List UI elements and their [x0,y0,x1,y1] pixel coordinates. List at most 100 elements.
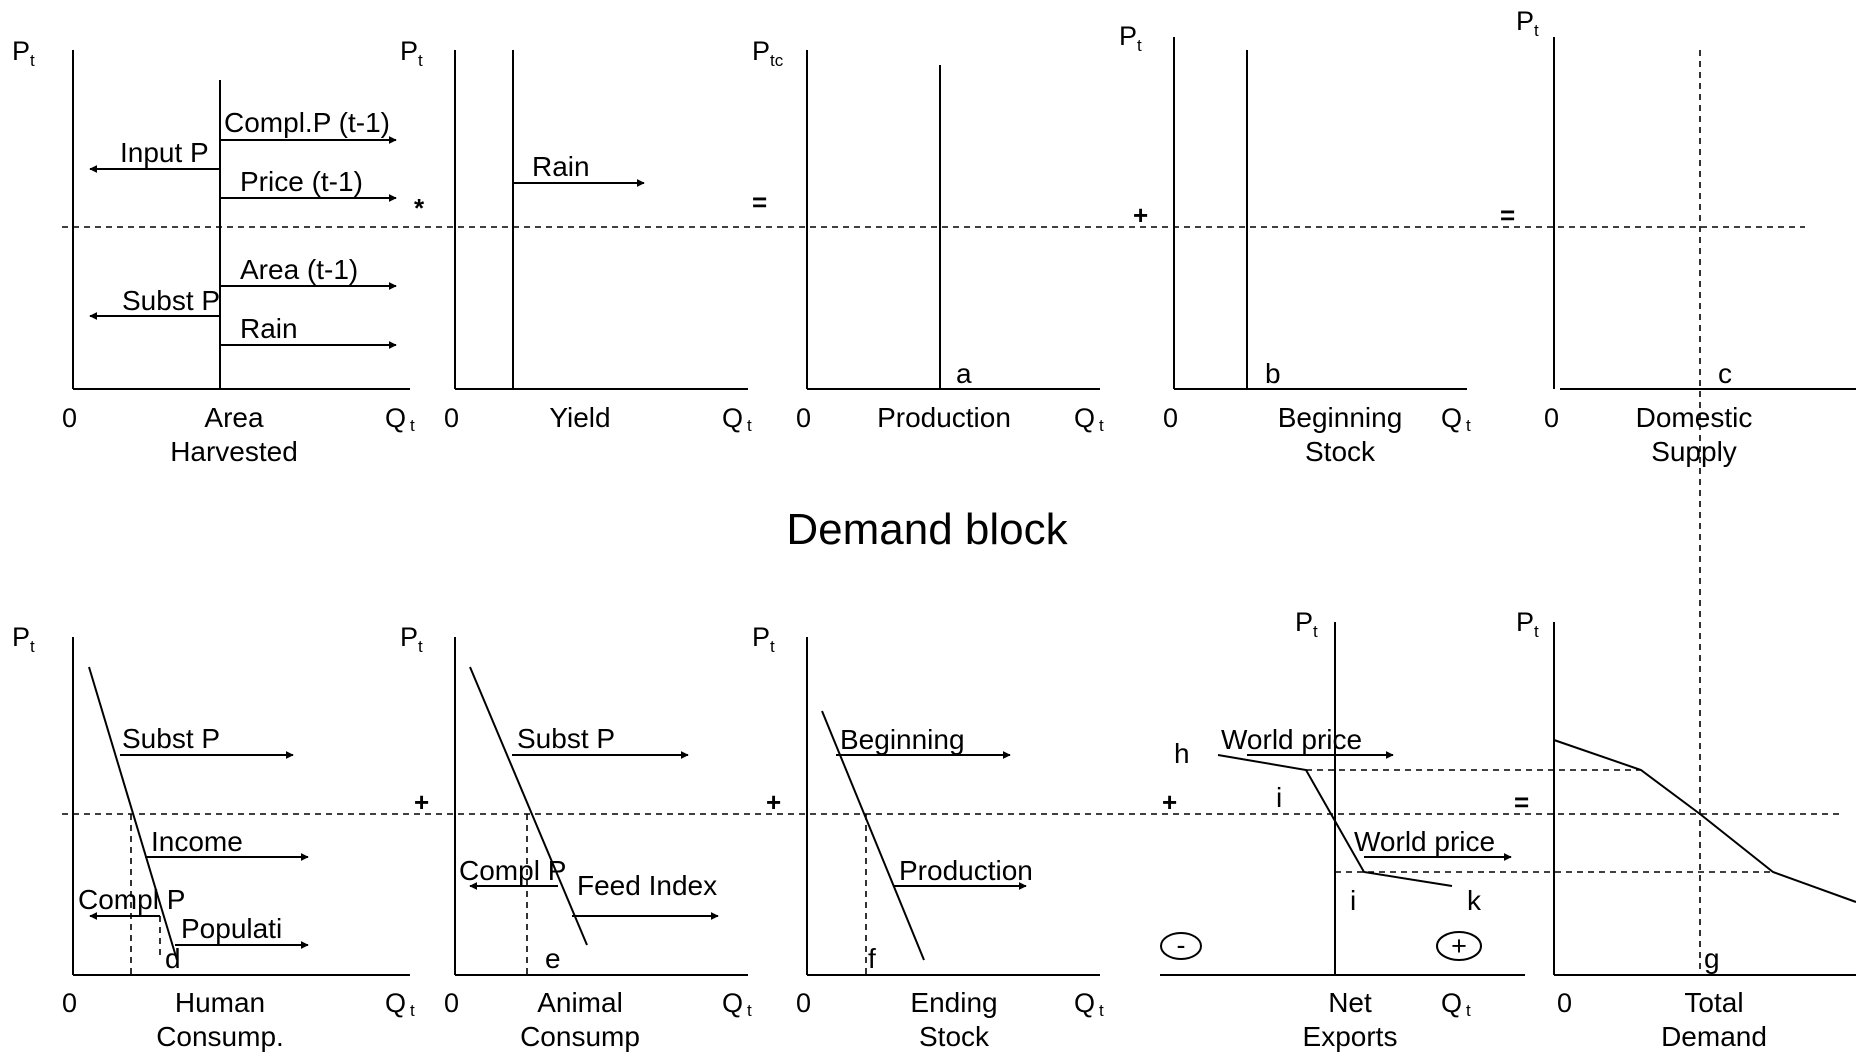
plus-circle [1436,931,1482,961]
human-demand-curve [88,666,178,961]
p-axis-label: Pt [12,36,35,70]
x-label-total: Total [1684,987,1743,1018]
rain-label: Rain [240,313,298,344]
x-label-exports: Exports [1303,1021,1398,1052]
p-axis-label: Pt [1295,607,1318,641]
point-g: g [1704,943,1720,974]
x-label-ending: Ending [910,987,997,1018]
point-a: a [956,358,972,389]
x-label-production: Production [877,402,1011,433]
origin-label: 0 [796,988,811,1018]
operator-times: * [414,193,425,223]
price-label: Price (t-1) [240,166,363,197]
panel-domestic-supply: Pt 0 Domestic Supply c [1516,6,1856,467]
area-label: Area (t-1) [240,254,358,285]
operator-equals: = [752,187,767,217]
feed-index-label: Feed Index [577,870,717,901]
origin-label: 0 [62,988,77,1018]
origin-label: 0 [796,403,811,433]
x-label-stock: Stock [1305,436,1376,467]
point-e: e [545,943,561,974]
point-c: c [1718,358,1732,389]
origin-label: 0 [444,403,459,433]
compl-p-label: Compl.P (t-1) [224,107,390,138]
point-i-upper: i [1276,782,1282,813]
compl-p-label: Compl P [459,855,566,886]
x-label-demand: Demand [1661,1021,1767,1052]
x-label-consump: Consump. [156,1021,284,1052]
point-d: d [165,943,181,974]
world-price-label-2: World price [1354,826,1495,857]
compl-p-label: Compl P [78,884,185,915]
point-i-lower: i [1350,885,1356,916]
point-k: k [1467,885,1482,916]
input-p-label: Input P [120,137,209,168]
operator-plus: + [1133,200,1148,230]
panel-total-demand: Pt 0 Total Demand g [1516,607,1856,1052]
net-export-demand-curve [1217,754,1453,887]
subst-p-label: Subst P [122,723,220,754]
production-label: Production [899,855,1033,886]
x-label-animal: Animal [537,987,623,1018]
x-label-yield: Yield [549,402,610,433]
beginning-label: Beginning [840,724,965,755]
subst-p-label: Subst P [122,285,220,316]
p-axis-label: Pt [1516,607,1539,641]
x-label-supply: Supply [1651,436,1737,467]
operator-plus-d3: + [1162,787,1177,817]
minus-circle [1160,932,1202,960]
point-b: b [1265,358,1281,389]
origin-label: 0 [62,403,77,433]
x-label-area: Area [204,402,264,433]
origin-label: 0 [1557,988,1572,1018]
x-label-stock: Stock [919,1021,990,1052]
rain-label: Rain [532,151,590,182]
total-demand-curve [1553,739,1856,903]
income-label: Income [151,826,243,857]
operator-equals-2: = [1500,200,1515,230]
origin-label: 0 [1544,403,1559,433]
x-label-harvested: Harvested [170,436,298,467]
p-axis-label: Pt [400,622,423,656]
x-label-human: Human [175,987,265,1018]
p-axis-label: Pt [1516,6,1539,40]
operator-equals-d: = [1514,787,1529,817]
origin-label: 0 [1163,403,1178,433]
subst-p-label: Subst P [517,723,615,754]
p-axis-label: Pt [400,36,423,70]
x-label-domestic: Domestic [1636,402,1753,433]
world-price-label-1: World price [1221,724,1362,755]
minus-circle-label: - [1177,930,1186,960]
point-f: f [868,943,876,974]
point-h: h [1174,738,1190,769]
plus-circle-label: + [1451,931,1467,961]
p-axis-label: Pt [1119,21,1142,55]
origin-label: 0 [444,988,459,1018]
x-label-consump: Consump [520,1021,640,1052]
p-axis-label: Pt [752,622,775,656]
p-axis-label: Ptc [752,36,784,70]
demand-block-title: Demand block [786,505,1068,554]
animal-demand-curve [469,666,588,946]
ending-stock-curve [821,710,925,961]
x-label-net: Net [1328,987,1372,1018]
population-label: Populati [181,913,282,944]
x-label-beginning: Beginning [1278,402,1403,433]
